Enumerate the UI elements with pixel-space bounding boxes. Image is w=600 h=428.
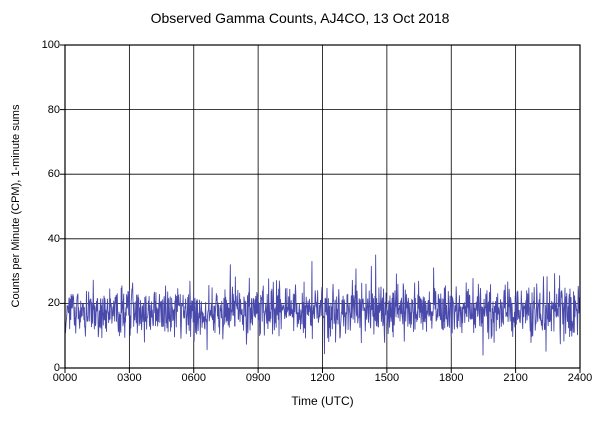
data-series-line [64,254,581,356]
plot-svg [60,44,581,373]
y-tick-label: 60 [47,168,60,181]
plot-frame [64,44,581,369]
y-tick-label: 80 [47,103,60,116]
y-tick-label: 0 [53,362,60,374]
x-tick-label: 1800 [439,372,464,384]
x-tick-label: 1200 [310,372,335,384]
grid [65,45,580,368]
x-tick-label: 1500 [374,372,400,384]
chart-title: Observed Gamma Counts, AJ4CO, 13 Oct 201… [150,10,450,26]
x-axis-title: Time (UTC) [0,394,600,408]
y-tick-label: 40 [47,232,60,245]
y-tick-label: 100 [41,39,60,51]
plot-area [60,44,581,373]
x-tick-label: 2100 [503,372,528,384]
x-tick-label: 0000 [52,372,78,384]
y-axis-title: Counts per Minute (CPM), 1-minute sums [10,104,22,308]
x-tick-label: 2400 [567,372,593,384]
axis-ticks [60,44,581,373]
x-tick-label: 0900 [245,372,271,384]
x-axis-title-text: Time (UTC) [291,394,354,408]
x-tick-label: 0300 [117,372,142,384]
x-tick-label: 0600 [181,372,206,384]
y-tick-label: 20 [47,297,60,310]
